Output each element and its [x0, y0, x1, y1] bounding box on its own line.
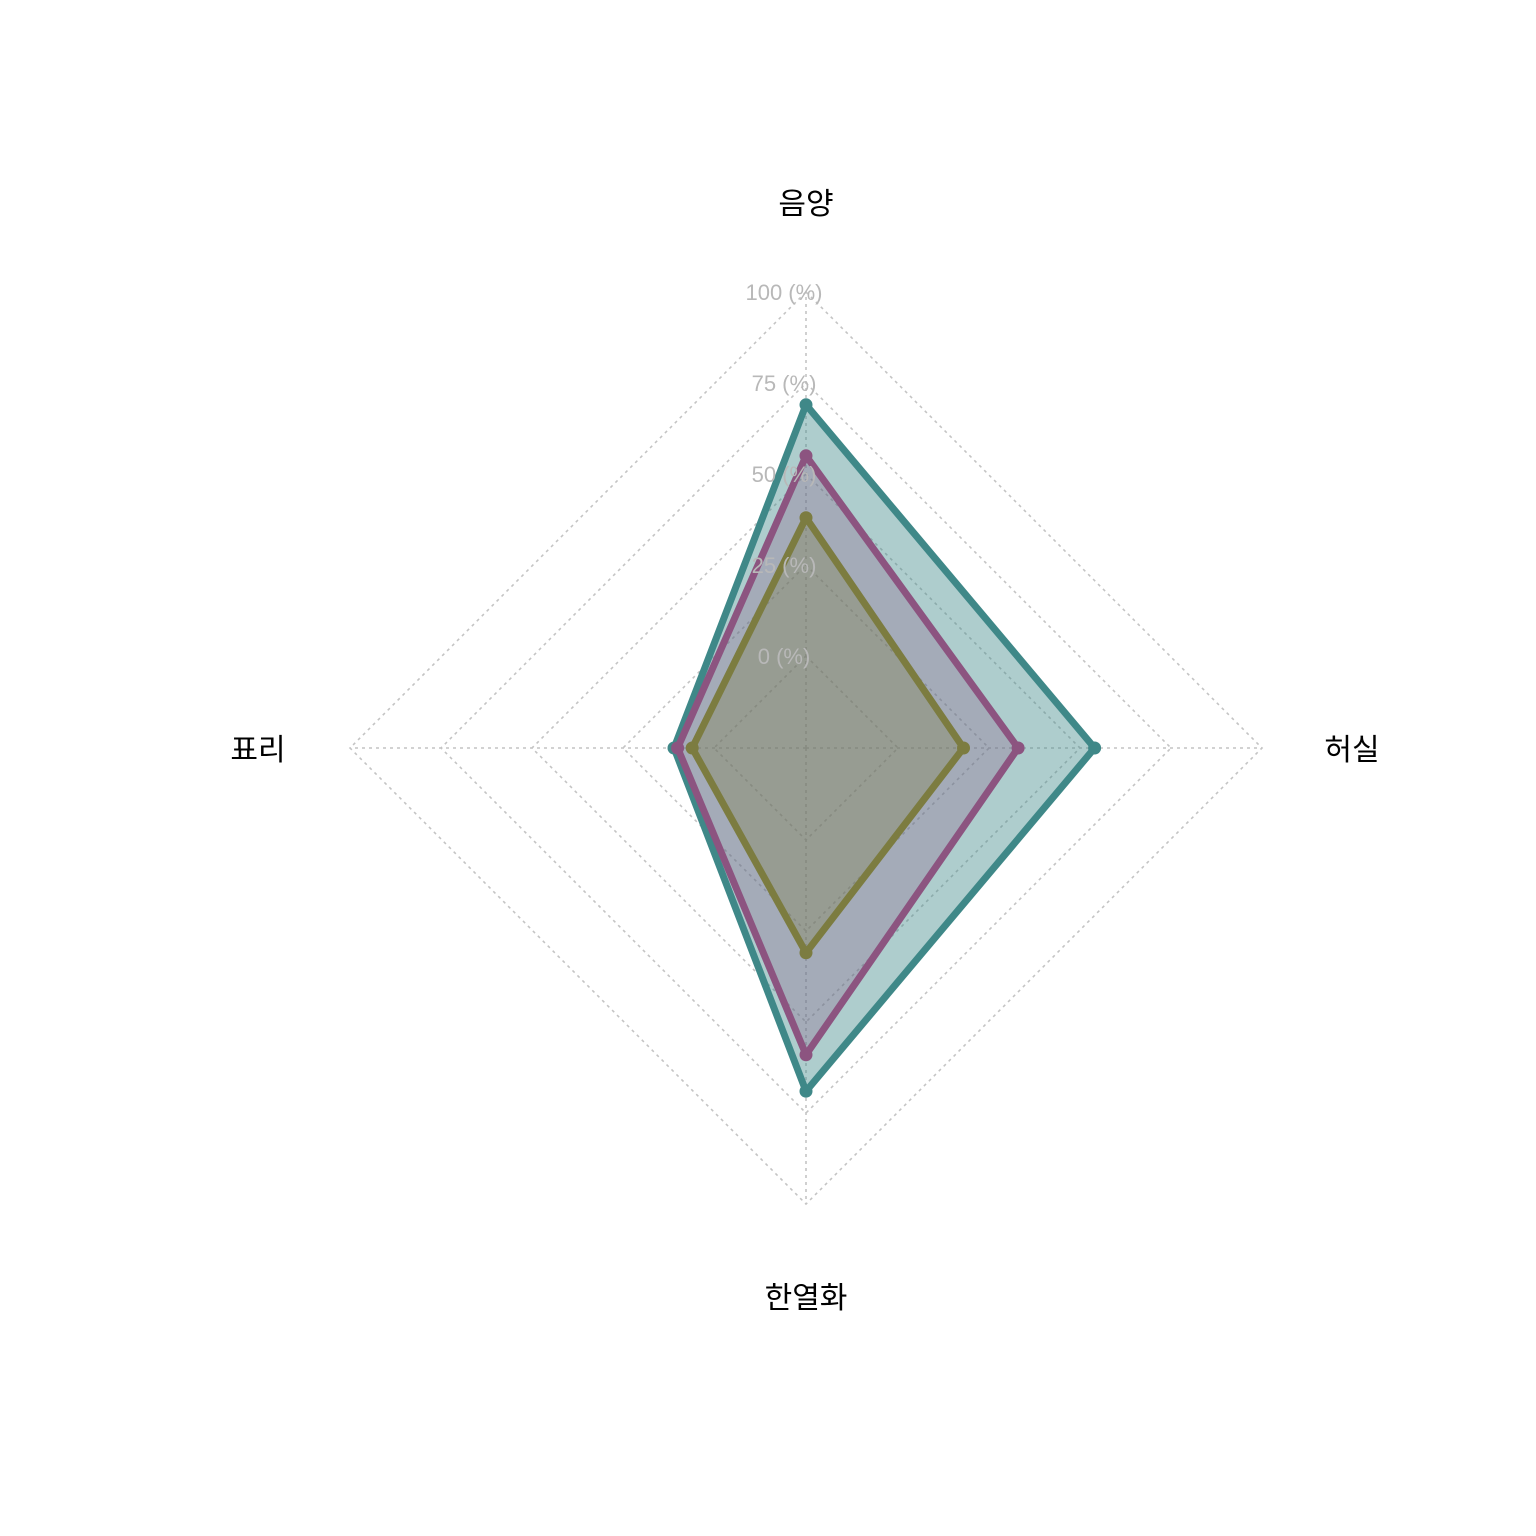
ring-label-3: 75 (%) [752, 371, 817, 396]
radar-grid [348, 290, 1264, 1206]
series-area-2 [692, 517, 964, 953]
series-point-2-3 [685, 741, 699, 755]
axis-label-0: 음양 [778, 187, 833, 222]
series-point-0-0 [799, 398, 813, 412]
grid-ring-3 [439, 381, 1173, 1115]
ring-label-2: 50 (%) [752, 462, 817, 487]
axis-label-3: 표리 [230, 733, 285, 768]
series-layer [667, 398, 1102, 1098]
ring-labels: 0 (%) 25 (%) 50 (%) 75 (%) 100 (%) [745, 280, 822, 669]
ring-label-1: 25 (%) [752, 553, 817, 578]
grid-ring-1 [621, 563, 991, 933]
axis-label-2: 한열화 [765, 1281, 848, 1316]
series-point-1-0 [799, 449, 813, 463]
series-point-1-2 [799, 1048, 813, 1062]
ring-label-4: 100 (%) [745, 280, 822, 305]
series-point-2-1 [957, 741, 970, 755]
series-point-0-2 [799, 1084, 813, 1098]
series-2 [685, 511, 970, 960]
series-point-2-0 [799, 511, 813, 525]
ring-label-0: 0 (%) [758, 644, 811, 669]
series-point-0-1 [1088, 741, 1102, 755]
series-point-1-1 [1011, 741, 1025, 755]
axis-label-1: 허실 [1324, 733, 1379, 768]
series-point-1-3 [671, 741, 685, 755]
series-point-2-2 [799, 946, 813, 960]
